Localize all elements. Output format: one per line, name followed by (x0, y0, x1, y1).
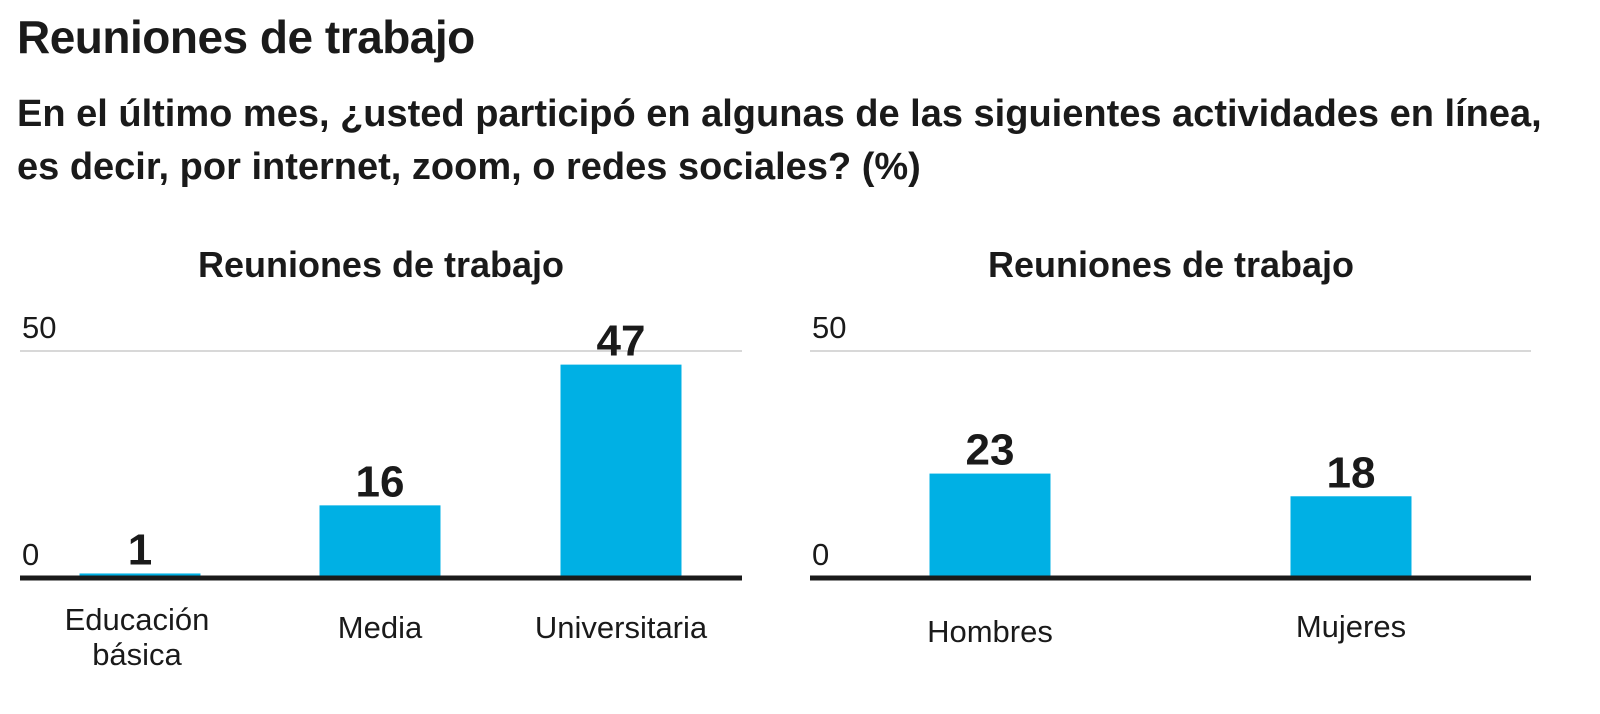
bar (929, 473, 1051, 578)
y-tick-label: 50 (22, 310, 56, 345)
y-tick-label: 0 (812, 537, 829, 572)
x-tick-label: Hombres (927, 614, 1053, 649)
y-tick-label: 50 (812, 310, 846, 345)
page-title: Reuniones de trabajo (17, 11, 475, 63)
x-tick-label: básica (92, 637, 182, 672)
y-tick-label: 0 (22, 537, 39, 572)
data-label: 23 (966, 426, 1015, 475)
panel-title: Reuniones de trabajo (198, 244, 564, 285)
x-tick-label: Media (338, 610, 423, 645)
panel-title: Reuniones de trabajo (988, 244, 1354, 285)
chart-subtitle: En el último mes, ¿usted participó en al… (17, 93, 1542, 188)
x-tick-label: Mujeres (1296, 609, 1406, 644)
data-label: 47 (597, 317, 646, 366)
data-label: 18 (1327, 448, 1376, 497)
bar (560, 364, 682, 578)
x-tick-label: Universitaria (535, 610, 708, 645)
data-label: 1 (128, 525, 152, 574)
x-tick-label: Educación (65, 602, 210, 637)
bar (319, 505, 441, 578)
bar (1290, 496, 1412, 578)
data-label: 16 (356, 457, 405, 506)
